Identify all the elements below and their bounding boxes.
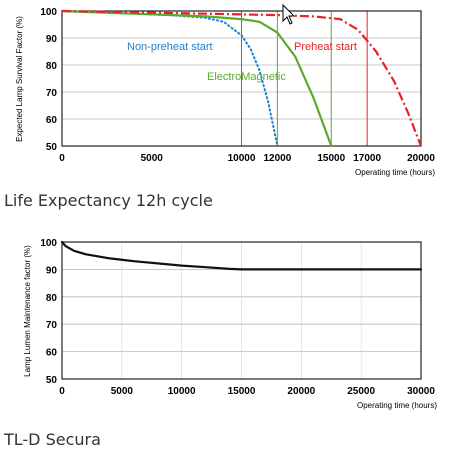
chart1-x-axis-label: Operating time (hours) bbox=[355, 168, 435, 177]
chart2-xtick-label: 30000 bbox=[407, 386, 435, 397]
chart1-ytick-label: 50 bbox=[46, 142, 58, 153]
chart1-series-line-3 bbox=[61, 9, 423, 147]
mouse-cursor-icon bbox=[282, 3, 296, 25]
chart1-xtick-label: 12000 bbox=[263, 153, 291, 164]
chart1-ytick-label: 60 bbox=[46, 115, 58, 126]
chart2-ytick-label: 60 bbox=[46, 348, 58, 359]
chart2-ytick-label: 100 bbox=[40, 238, 57, 249]
chart1-ytick-label: 90 bbox=[46, 34, 58, 45]
chart1-plot-frame bbox=[61, 10, 422, 147]
chart2-xtick-label: 0 bbox=[59, 386, 65, 397]
chart1-ytick-label: 80 bbox=[46, 61, 58, 72]
chart2-ytick-label: 70 bbox=[46, 320, 58, 331]
chart2-ytick-label: 90 bbox=[46, 265, 58, 276]
chart2-caption: TL-D Secura bbox=[3, 430, 101, 449]
chart1-xtick-label: 10000 bbox=[228, 153, 256, 164]
chart1-series-line-2 bbox=[60, 9, 333, 148]
chart2-xtick-label: 5000 bbox=[111, 386, 134, 397]
chart2-series-line-1 bbox=[60, 240, 423, 271]
chart1-ytick-label: 100 bbox=[40, 7, 57, 18]
chart1-series-label-2: ElectroMagnetic bbox=[207, 71, 286, 83]
chart1-series-label-1: Non-preheat start bbox=[127, 41, 213, 53]
chart2-xtick-label: 20000 bbox=[287, 386, 315, 397]
chart1-series-label-3: Preheat start bbox=[294, 41, 357, 53]
chart2-plot-frame bbox=[61, 241, 422, 380]
chart1-y-axis-label: Expected Lamp Survival Factor (%) bbox=[15, 16, 24, 142]
chart1-xtick-label: 0 bbox=[59, 153, 65, 164]
chart1-xtick-label: 15000 bbox=[317, 153, 345, 164]
chart1-caption: Life Expectancy 12h cycle bbox=[4, 191, 213, 210]
chart1-xtick-label: 5000 bbox=[141, 153, 164, 164]
chart2-ytick-label: 50 bbox=[46, 375, 58, 386]
chart2-xtick-label: 10000 bbox=[168, 386, 196, 397]
chart1-xtick-label: 17000 bbox=[353, 153, 381, 164]
chart2-xtick-label: 25000 bbox=[347, 386, 375, 397]
chart2-y-axis-label: Lamp Lumen Maintenance factor (%) bbox=[23, 245, 32, 377]
chart2-xtick-label: 15000 bbox=[228, 386, 256, 397]
chart2-x-axis-label: Operating time (hours) bbox=[357, 401, 437, 410]
chart2-ytick-label: 80 bbox=[46, 293, 58, 304]
chart1-xtick-label: 20000 bbox=[407, 153, 435, 164]
chart1-ytick-label: 70 bbox=[46, 88, 58, 99]
